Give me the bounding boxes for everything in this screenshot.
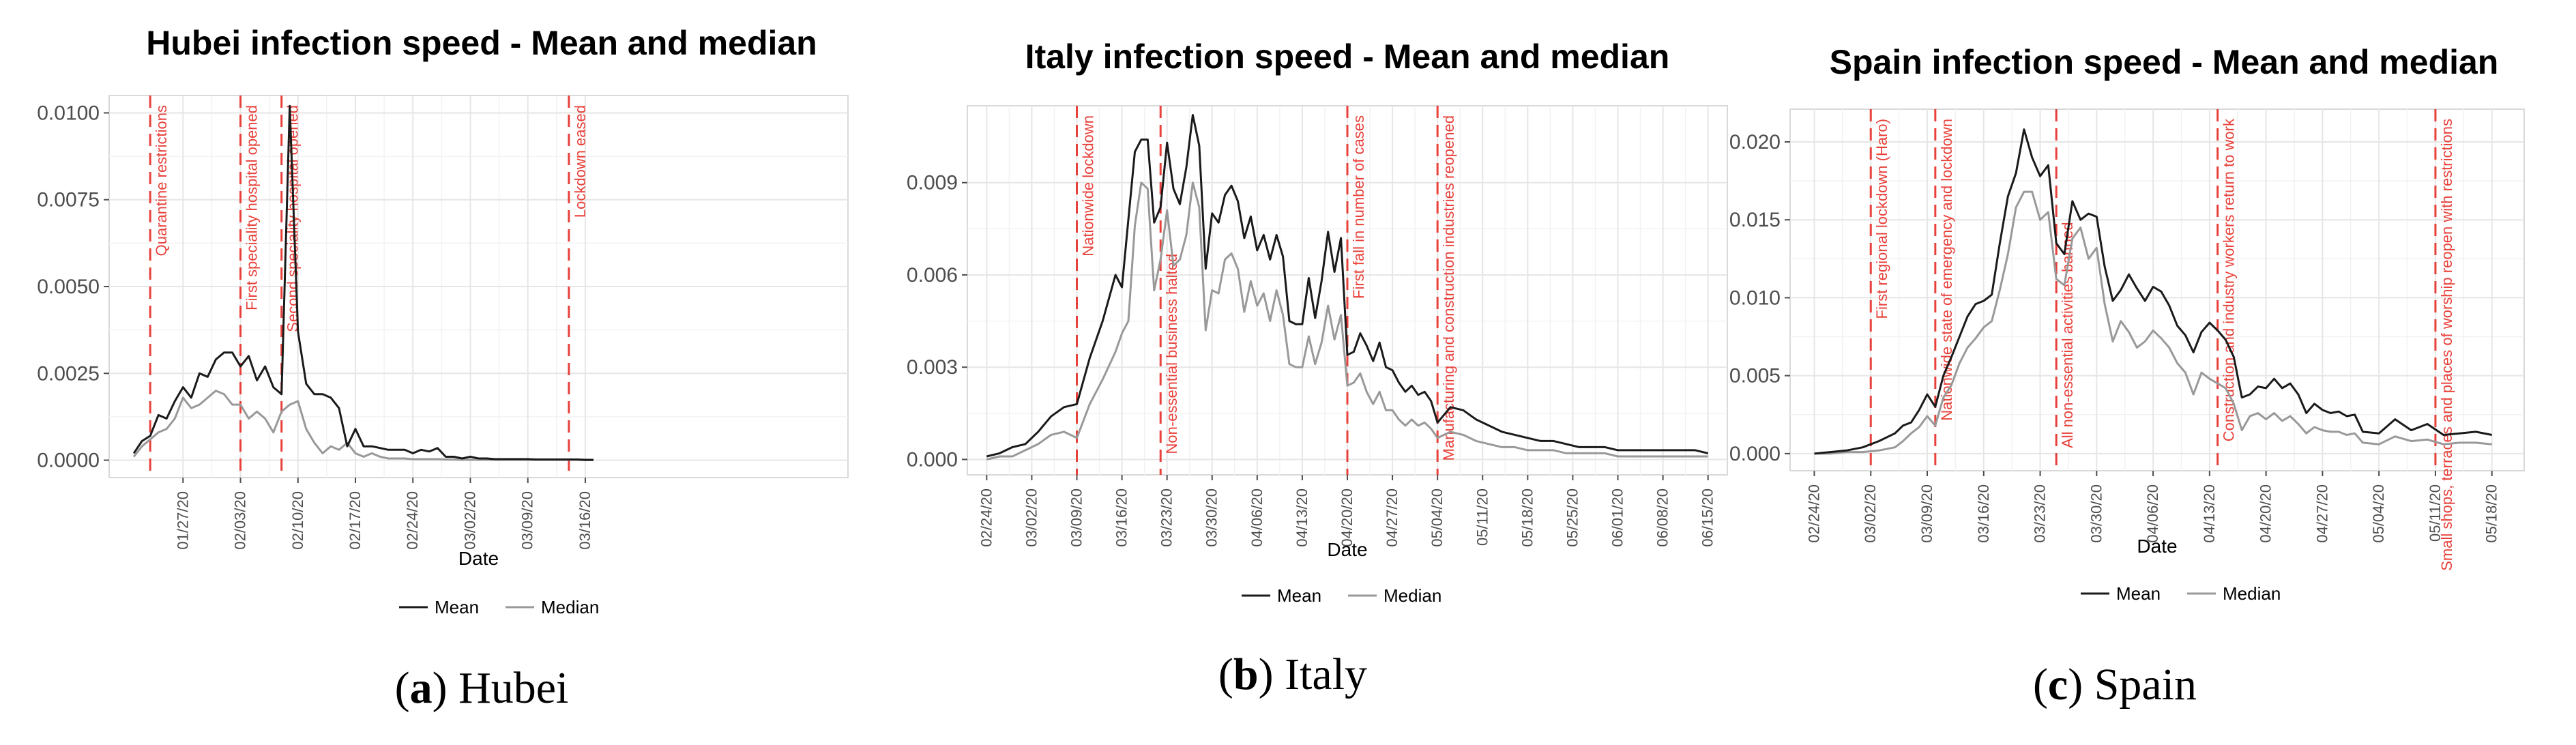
x-tick-label: 02/10/20 <box>289 491 306 550</box>
legend-label: Mean <box>435 597 479 617</box>
x-tick-label: 05/04/20 <box>2370 484 2387 543</box>
x-tick-label: 04/13/20 <box>2201 484 2218 543</box>
x-axis-label: Date <box>2137 536 2177 557</box>
x-tick-label: 05/18/20 <box>2483 484 2500 543</box>
x-tick-label: 02/17/20 <box>347 491 364 550</box>
x-tick-label: 03/09/20 <box>519 491 536 550</box>
x-tick-label: 03/16/20 <box>576 491 594 550</box>
x-tick-label: 03/30/20 <box>1203 488 1220 547</box>
x-tick-label: 03/02/20 <box>1023 488 1040 547</box>
x-tick-label: 05/25/20 <box>1564 488 1581 547</box>
subfigure-caption: (b) Italy <box>1218 649 1367 699</box>
x-tick-label: 05/11/20 <box>2427 484 2444 542</box>
x-tick-label: 01/27/20 <box>174 491 191 550</box>
x-tick-label: 05/18/20 <box>1519 488 1536 547</box>
chart-title: Italy infection speed - Mean and median <box>1025 38 1670 76</box>
x-tick-label: 04/13/20 <box>1293 488 1311 547</box>
x-tick-label: 05/11/20 <box>1474 488 1491 546</box>
y-tick-label: 0.020 <box>1729 131 1781 154</box>
chart-title: Hubei infection speed - Mean and median <box>146 24 817 62</box>
x-axis-label: Date <box>1327 539 1367 560</box>
x-tick-label: 06/08/20 <box>1654 488 1671 547</box>
x-tick-label: 03/23/20 <box>2032 484 2049 543</box>
event-label: Non-essential business halted <box>1163 254 1180 454</box>
y-tick-label: 0.0000 <box>37 450 100 472</box>
x-tick-label: 04/27/20 <box>1384 488 1401 547</box>
y-tick-label: 0.000 <box>907 448 958 471</box>
x-tick-label: 04/20/20 <box>2257 484 2274 543</box>
y-tick-label: 0.000 <box>1729 443 1781 465</box>
subfigure-caption: (c) Spain <box>2033 660 2197 710</box>
x-axis-label: Date <box>458 548 499 569</box>
x-tick-label: 05/04/20 <box>1429 488 1446 547</box>
legend-label: Median <box>541 597 599 617</box>
series-line-mean <box>132 104 594 461</box>
legend-label: Mean <box>1277 585 1321 606</box>
y-tick-label: 0.009 <box>907 172 958 194</box>
x-tick-label: 03/09/20 <box>1918 484 1935 543</box>
subfigure-caption: (a) Hubei <box>395 663 569 713</box>
event-label: First regional lockdown (Haro) <box>1873 119 1890 319</box>
event-label: Manufacturing and construction industrie… <box>1440 115 1457 461</box>
series-line-median <box>1814 190 2492 455</box>
x-tick-label: 06/01/20 <box>1609 488 1626 547</box>
y-tick-label: 0.015 <box>1729 209 1781 231</box>
x-tick-label: 03/30/20 <box>2088 484 2105 543</box>
event-label: Lockdown eased <box>572 105 589 218</box>
x-tick-label: 03/09/20 <box>1068 488 1085 547</box>
chart-panel-0: 0.0000 0.0025 0.0050 0.0075 0.0100 01/27/20 02… <box>37 24 849 713</box>
x-tick-label: 06/15/20 <box>1699 488 1716 547</box>
event-label: Nationwide lockdown <box>1079 115 1096 257</box>
x-tick-label: 04/06/20 <box>1248 488 1265 547</box>
event-label: First speciality hospital opened <box>244 105 261 310</box>
series-line-mean <box>986 114 1709 458</box>
event-label: Nationwide state of emergency and lockdo… <box>1938 119 1955 421</box>
legend-label: Mean <box>2116 583 2161 604</box>
legend: Mean Median <box>2081 583 2281 604</box>
x-tick-label: 03/16/20 <box>1975 484 1992 543</box>
x-tick-label: 02/24/20 <box>978 488 995 547</box>
y-tick-label: 0.0025 <box>37 362 100 385</box>
event-label: Quarantine restrictions <box>153 105 170 256</box>
x-tick-label: 04/06/20 <box>2144 484 2161 543</box>
series-line-median <box>986 181 1708 461</box>
x-tick-label: 03/02/20 <box>1862 484 1879 543</box>
y-tick-label: 0.010 <box>1729 287 1781 309</box>
x-tick-label: 04/27/20 <box>2313 484 2330 543</box>
y-tick-label: 0.0100 <box>37 102 100 124</box>
x-tick-label: 03/02/20 <box>461 491 478 550</box>
x-tick-label: 02/03/20 <box>232 491 249 550</box>
event-label: All non-essential activities banned <box>2059 222 2076 448</box>
event-label: Small shops, terraces and places of wors… <box>2438 119 2455 571</box>
series-line-mean <box>1814 128 2492 455</box>
x-tick-label: 02/24/20 <box>404 491 421 550</box>
y-tick-label: 0.003 <box>907 356 958 379</box>
legend-label: Median <box>2223 583 2281 604</box>
y-tick-label: 0.005 <box>1729 365 1781 388</box>
legend-label: Median <box>1384 585 1441 606</box>
chart-title: Spain infection speed - Mean and median <box>1830 43 2499 81</box>
x-tick-label: 03/16/20 <box>1113 488 1130 547</box>
x-tick-label: 04/20/20 <box>1338 488 1356 547</box>
chart-panel-1: 0.000 0.003 0.006 0.009 02/24/20 03/02/20 03/0… <box>907 38 1728 699</box>
y-tick-label: 0.0050 <box>37 276 100 298</box>
y-tick-label: 0.006 <box>907 264 958 287</box>
x-tick-label: 03/23/20 <box>1158 488 1175 547</box>
x-tick-label: 02/24/20 <box>1805 484 1822 543</box>
chart-panel-2: 0.000 0.005 0.010 0.015 0.020 02/24/20 03/02/2… <box>1729 43 2525 710</box>
legend: Mean Median <box>399 597 599 617</box>
y-tick-label: 0.0075 <box>37 189 100 211</box>
legend: Mean Median <box>1242 585 1441 606</box>
event-label: First fall in number of cases <box>1350 115 1367 299</box>
